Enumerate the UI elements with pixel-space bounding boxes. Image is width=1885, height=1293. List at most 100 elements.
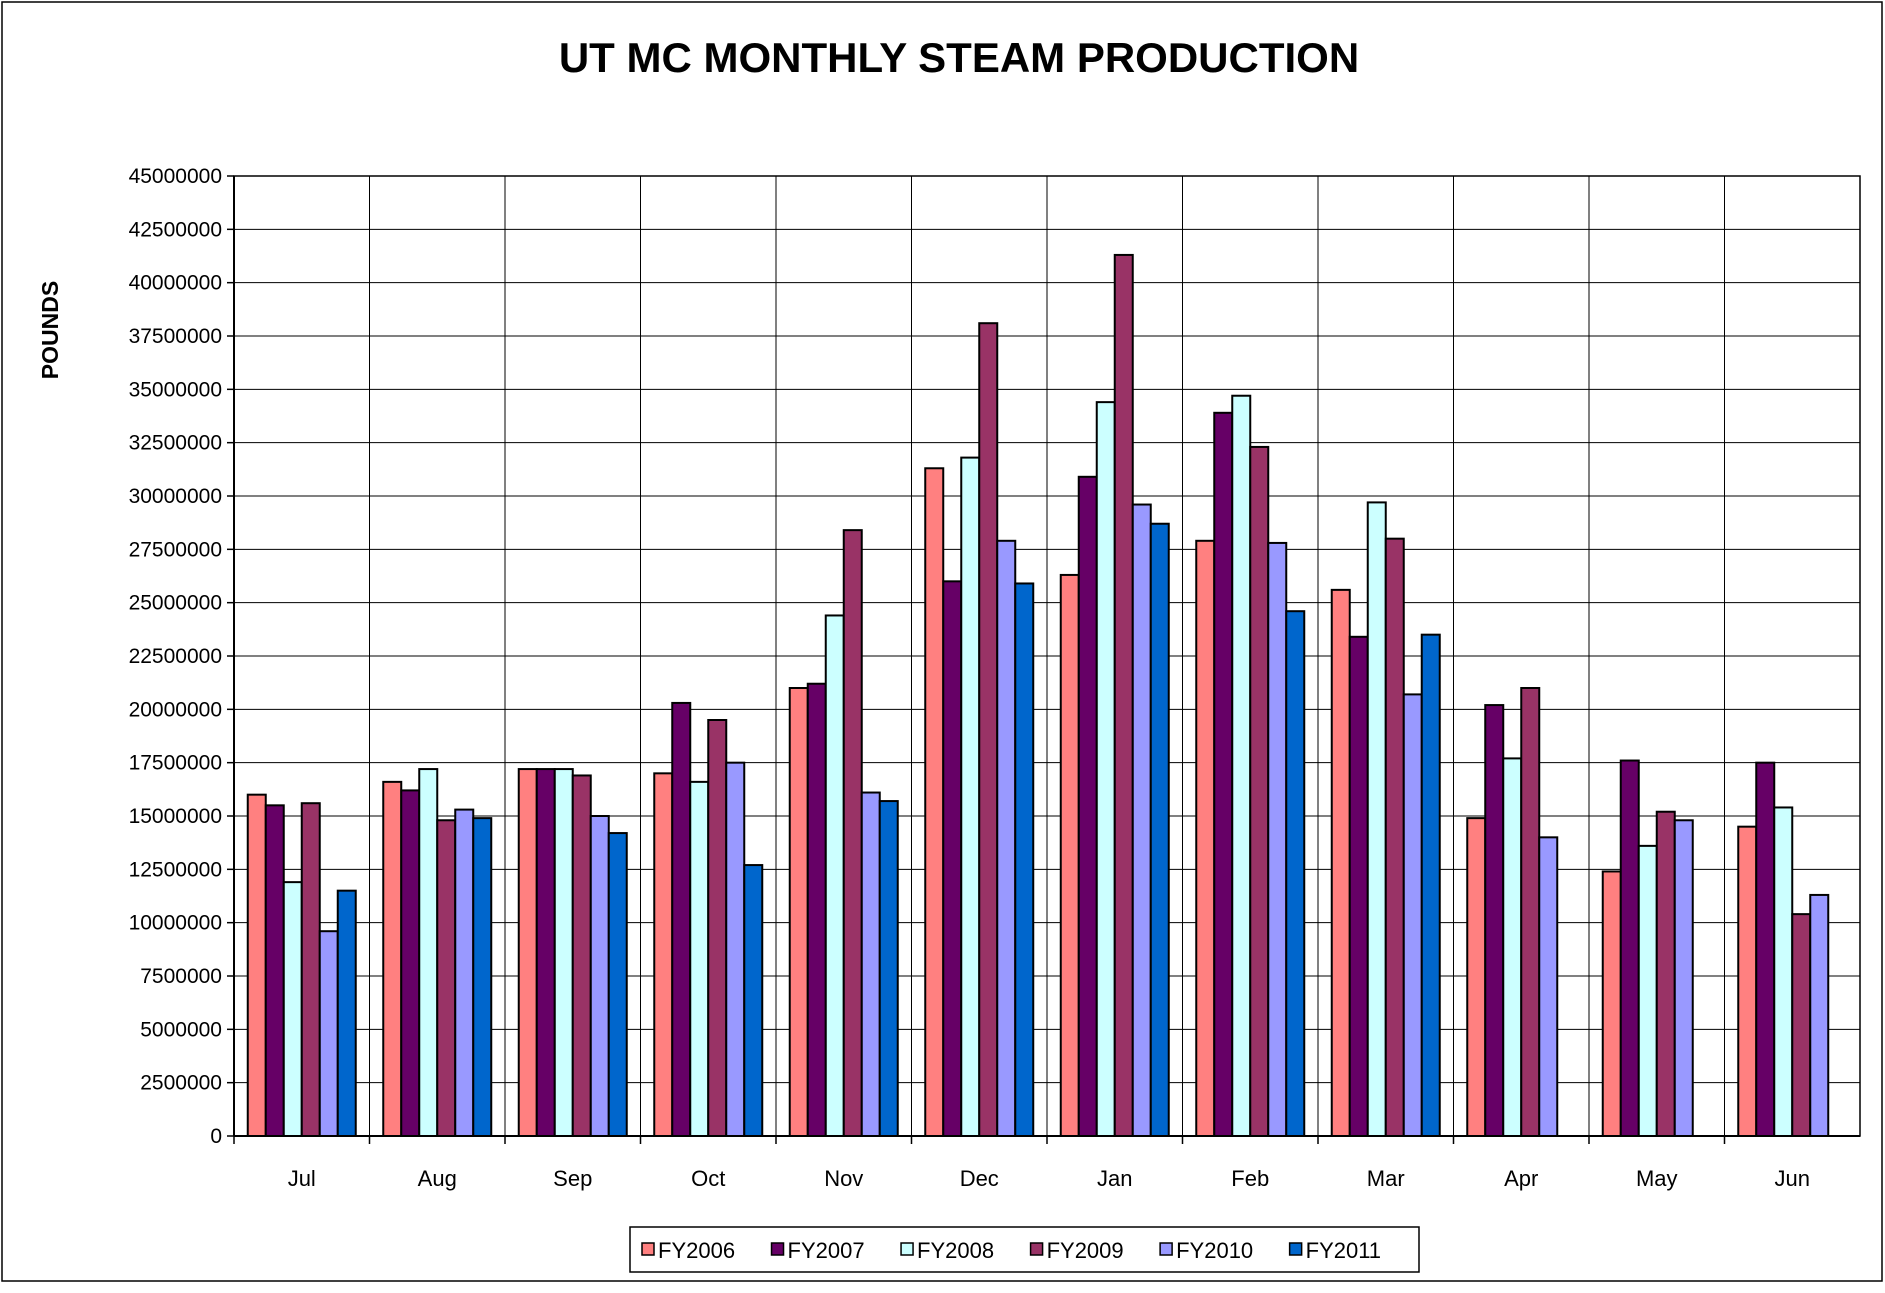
bar-fy2009-dec	[978, 322, 999, 1137]
y-tick-label: 35000000	[129, 378, 222, 401]
legend-label-fy2008: FY2008	[917, 1238, 994, 1263]
bar-fy2009-jun	[1791, 913, 1812, 1138]
bar-fy2006-jun	[1737, 825, 1758, 1138]
bar-fy2010-aug	[454, 808, 475, 1137]
bar-fy2006-jan	[1059, 573, 1080, 1137]
y-tick-label: 27500000	[129, 538, 222, 561]
y-tick-label: 5000000	[140, 1018, 222, 1041]
x-tick-label: Feb	[1231, 1166, 1269, 1191]
y-tick-label: 32500000	[129, 432, 222, 455]
bar-fy2006-feb	[1195, 539, 1216, 1137]
legend-label-fy2007: FY2007	[788, 1238, 865, 1263]
y-axis-label: POUNDS	[37, 281, 63, 379]
legend-swatch-fy2007	[770, 1242, 785, 1256]
x-tick-label: Jun	[1775, 1166, 1810, 1191]
legend-box	[629, 1226, 1420, 1273]
bar-fy2010-dec	[996, 539, 1017, 1137]
bar-fy2008-apr	[1502, 757, 1523, 1138]
bar-fy2007-jun	[1755, 761, 1776, 1138]
legend-label-fy2006: FY2006	[658, 1238, 735, 1263]
bar-fy2006-jul	[246, 793, 267, 1138]
y-tick-label: 30000000	[129, 485, 222, 508]
bar-fy2011-feb	[1285, 610, 1306, 1137]
y-tick-label: 2500000	[140, 1072, 222, 1095]
y-tick-label: 20000000	[129, 698, 222, 721]
bar-fy2007-nov	[806, 682, 827, 1137]
bar-fy2009-aug	[436, 819, 457, 1137]
bar-fy2010-may	[1673, 819, 1694, 1137]
bar-fy2011-jul	[336, 889, 357, 1138]
y-tick-label: 42500000	[129, 218, 222, 241]
bar-fy2007-dec	[942, 580, 963, 1137]
bar-fy2009-mar	[1384, 537, 1405, 1137]
bar-fy2008-sep	[553, 768, 574, 1137]
bar-fy2010-feb	[1267, 541, 1288, 1137]
legend: FY2006 FY2007 FY2008 FY2009 FY2010 FY2011	[629, 1226, 1420, 1273]
y-tick-label: 7500000	[140, 965, 222, 988]
x-tick-label: May	[1636, 1166, 1678, 1191]
bar-fy2007-jul	[264, 804, 285, 1137]
bar-fy2009-nov	[842, 529, 863, 1137]
bar-fy2007-feb	[1213, 411, 1234, 1137]
bar-fy2011-oct	[743, 864, 764, 1137]
bar-fy2008-feb	[1231, 394, 1252, 1137]
bar-fy2009-oct	[707, 719, 728, 1137]
bar-fy2011-sep	[607, 832, 628, 1137]
bar-fy2009-may	[1655, 810, 1676, 1137]
bar-fy2006-oct	[653, 772, 674, 1137]
bar-fy2008-oct	[689, 780, 710, 1137]
bar-fy2009-jul	[300, 802, 321, 1137]
bar-fy2010-jan	[1131, 503, 1152, 1137]
bar-fy2008-jul	[282, 881, 303, 1138]
bar-fy2007-may	[1619, 759, 1640, 1137]
bar-fy2007-aug	[400, 789, 421, 1138]
legend-swatch-fy2006	[641, 1242, 655, 1256]
x-tick-label: Aug	[418, 1166, 457, 1191]
bar-fy2008-jun	[1773, 806, 1794, 1137]
x-tick-label: Oct	[691, 1166, 725, 1191]
legend-swatch-fy2008	[900, 1242, 914, 1256]
bar-fy2007-jan	[1077, 475, 1098, 1137]
bar-fy2006-aug	[382, 780, 403, 1137]
bar-fy2006-dec	[924, 467, 945, 1137]
bar-fy2008-mar	[1366, 501, 1387, 1137]
bar-fy2006-apr	[1466, 817, 1487, 1138]
x-tick-label: Jul	[288, 1166, 316, 1191]
bar-fy2011-mar	[1420, 633, 1441, 1138]
bar-fy2011-aug	[472, 817, 493, 1138]
bar-fy2010-jul	[318, 930, 339, 1138]
legend-label-fy2010: FY2010	[1176, 1238, 1253, 1263]
x-tick-label: Nov	[824, 1166, 863, 1191]
x-tick-label: Jan	[1097, 1166, 1132, 1191]
x-tick-label: Apr	[1504, 1166, 1538, 1191]
y-tick-label: 25000000	[129, 592, 222, 615]
bar-fy2011-dec	[1014, 582, 1035, 1137]
y-tick-label: 15000000	[129, 805, 222, 828]
legend-label-fy2009: FY2009	[1047, 1238, 1124, 1263]
bar-fy2006-nov	[788, 687, 809, 1137]
bar-fy2010-oct	[725, 761, 746, 1138]
y-tick-label: 0	[210, 1125, 222, 1148]
x-tick-label: Sep	[553, 1166, 592, 1191]
y-tick-label: 22500000	[129, 645, 222, 668]
bar-fy2010-jun	[1809, 893, 1830, 1138]
bar-fy2006-sep	[517, 768, 538, 1137]
bar-fy2008-nov	[824, 614, 845, 1137]
bar-fy2008-jan	[1095, 401, 1116, 1137]
x-tick-label: Mar	[1367, 1166, 1405, 1191]
bar-fy2010-nov	[860, 791, 881, 1137]
bar-fy2007-sep	[535, 768, 556, 1137]
bar-fy2011-jan	[1149, 522, 1170, 1137]
bar-fy2009-sep	[571, 774, 592, 1137]
bar-fy2010-apr	[1538, 836, 1559, 1137]
y-tick-label: 40000000	[129, 272, 222, 295]
bar-fy2010-sep	[589, 815, 610, 1137]
bar-fy2007-mar	[1348, 635, 1369, 1137]
bar-fy2008-aug	[418, 768, 439, 1137]
bar-fy2006-mar	[1330, 588, 1351, 1137]
bar-fy2009-feb	[1249, 445, 1270, 1137]
bar-fy2008-may	[1637, 844, 1658, 1137]
bar-fy2009-jan	[1113, 253, 1134, 1137]
legend-swatch-fy2009	[1029, 1242, 1044, 1256]
